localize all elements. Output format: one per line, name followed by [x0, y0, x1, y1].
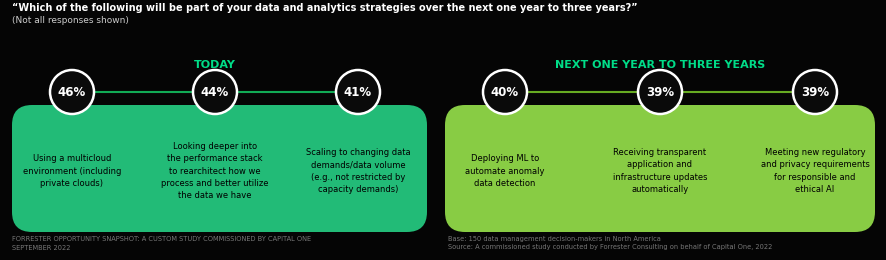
Text: Scaling to changing data
demands/data volume
(e.g., not restricted by
capacity d: Scaling to changing data demands/data vo…	[306, 148, 410, 194]
Text: (Not all responses shown): (Not all responses shown)	[12, 16, 128, 25]
Text: Base: 150 data management decision-makers in North America
Source: A commissione: Base: 150 data management decision-maker…	[448, 236, 773, 250]
Text: 40%: 40%	[491, 86, 519, 99]
Circle shape	[193, 70, 237, 114]
Text: 46%: 46%	[58, 86, 86, 99]
Text: NEXT ONE YEAR TO THREE YEARS: NEXT ONE YEAR TO THREE YEARS	[555, 60, 766, 70]
Text: Receiving transparent
application and
infrastructure updates
automatically: Receiving transparent application and in…	[613, 148, 707, 194]
Text: Looking deeper into
the performance stack
to rearchitect how we
process and bett: Looking deeper into the performance stac…	[161, 142, 268, 200]
Text: TODAY: TODAY	[194, 60, 236, 70]
Text: 41%: 41%	[344, 86, 372, 99]
Text: “Which of the following will be part of your data and analytics strategies over : “Which of the following will be part of …	[12, 3, 638, 13]
Circle shape	[483, 70, 527, 114]
FancyBboxPatch shape	[12, 105, 427, 232]
Circle shape	[793, 70, 837, 114]
Text: 39%: 39%	[646, 86, 674, 99]
Circle shape	[638, 70, 682, 114]
FancyBboxPatch shape	[445, 105, 875, 232]
Text: Deploying ML to
automate anomaly
data detection: Deploying ML to automate anomaly data de…	[465, 154, 545, 188]
Circle shape	[336, 70, 380, 114]
Text: Using a multicloud
environment (including
private clouds): Using a multicloud environment (includin…	[23, 154, 121, 188]
Text: Meeting new regulatory
and privacy requirements
for responsible and
ethical AI: Meeting new regulatory and privacy requi…	[760, 148, 869, 194]
Text: 39%: 39%	[801, 86, 829, 99]
Circle shape	[50, 70, 94, 114]
Text: FORRESTER OPPORTUNITY SNAPSHOT: A CUSTOM STUDY COMMISSIONED BY CAPITAL ONE
SEPTE: FORRESTER OPPORTUNITY SNAPSHOT: A CUSTOM…	[12, 236, 311, 250]
Text: 44%: 44%	[201, 86, 229, 99]
